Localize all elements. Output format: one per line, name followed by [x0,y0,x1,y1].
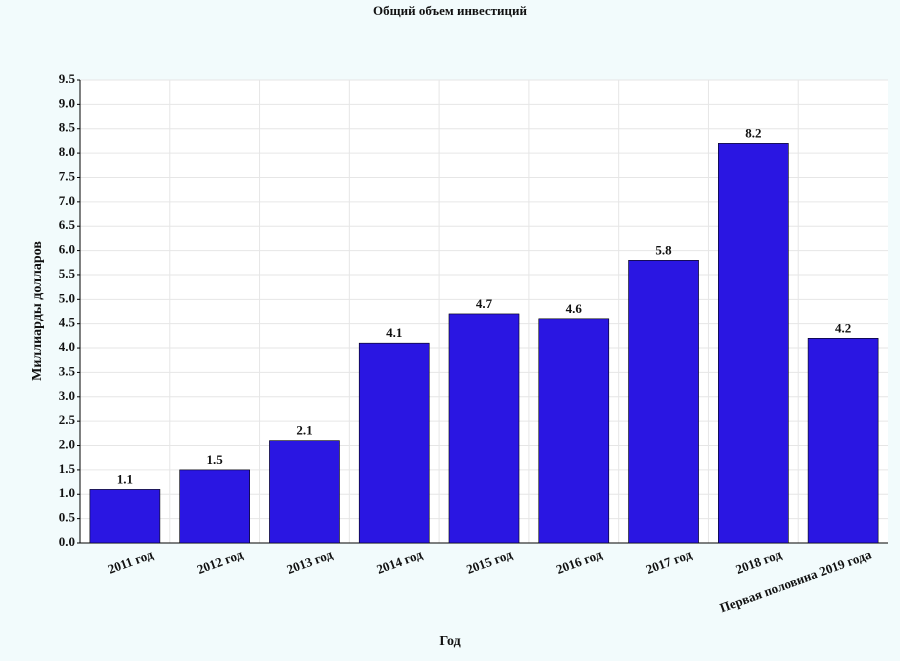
y-tick-label: 7.5 [59,168,76,183]
y-axis-label: Миллиарды долларов [30,241,45,381]
bar [718,143,789,544]
y-tick-label: 4.5 [59,315,76,330]
bar [807,338,879,544]
y-tick-label: 8.0 [59,144,75,159]
y-tick-label: 5.0 [59,290,75,305]
y-tick-label: 8.5 [59,120,76,135]
y-tick-label: 9.5 [59,71,76,86]
x-tick-label: 2012 год [195,546,245,576]
chart-title: Общий объем инвестиций [373,3,528,18]
y-tick-label: 1.0 [59,485,75,500]
y-tick-label: 1.5 [59,461,76,476]
y-tick-label: 6.0 [59,242,75,257]
value-label: 8.2 [745,125,761,140]
bar [358,342,430,544]
value-label: 4.7 [476,296,493,311]
x-tick-label: 2018 год [734,546,784,576]
y-tick-label: 4.0 [59,339,75,354]
y-tick-label: 0.0 [59,534,75,549]
x-tick-label: Первая половина 2019 года [718,546,874,615]
bar [89,489,161,544]
x-tick-label: 2015 год [464,546,514,576]
x-tick-label: 2011 год [106,546,156,576]
value-label: 5.8 [655,242,672,257]
y-tick-label: 6.5 [59,217,76,232]
y-tick-label: 9.0 [59,95,75,110]
x-axis-label: Год [439,634,460,649]
y-tick-label: 3.5 [59,363,76,378]
x-tick-label: 2013 год [285,546,335,576]
value-label: 4.6 [566,301,583,316]
x-tick-label: 2016 год [554,546,604,576]
value-label: 4.1 [386,325,402,340]
x-tick-label: 2014 год [374,546,424,576]
value-label: 2.1 [296,423,312,438]
y-tick-label: 2.0 [59,437,75,452]
y-tick-label: 5.5 [59,266,76,281]
y-tick-label: 2.5 [59,412,76,427]
value-label: 4.2 [835,320,851,335]
bar [179,469,250,544]
bar [448,313,520,544]
bar [538,318,610,544]
bar [628,260,699,544]
y-tick-label: 0.5 [59,510,76,525]
x-tick-label: 2017 год [644,546,694,576]
y-tick-label: 7.0 [59,193,75,208]
value-label: 1.5 [207,452,224,467]
y-tick-label: 3.0 [59,388,75,403]
bar [269,440,340,544]
value-label: 1.1 [117,471,133,486]
